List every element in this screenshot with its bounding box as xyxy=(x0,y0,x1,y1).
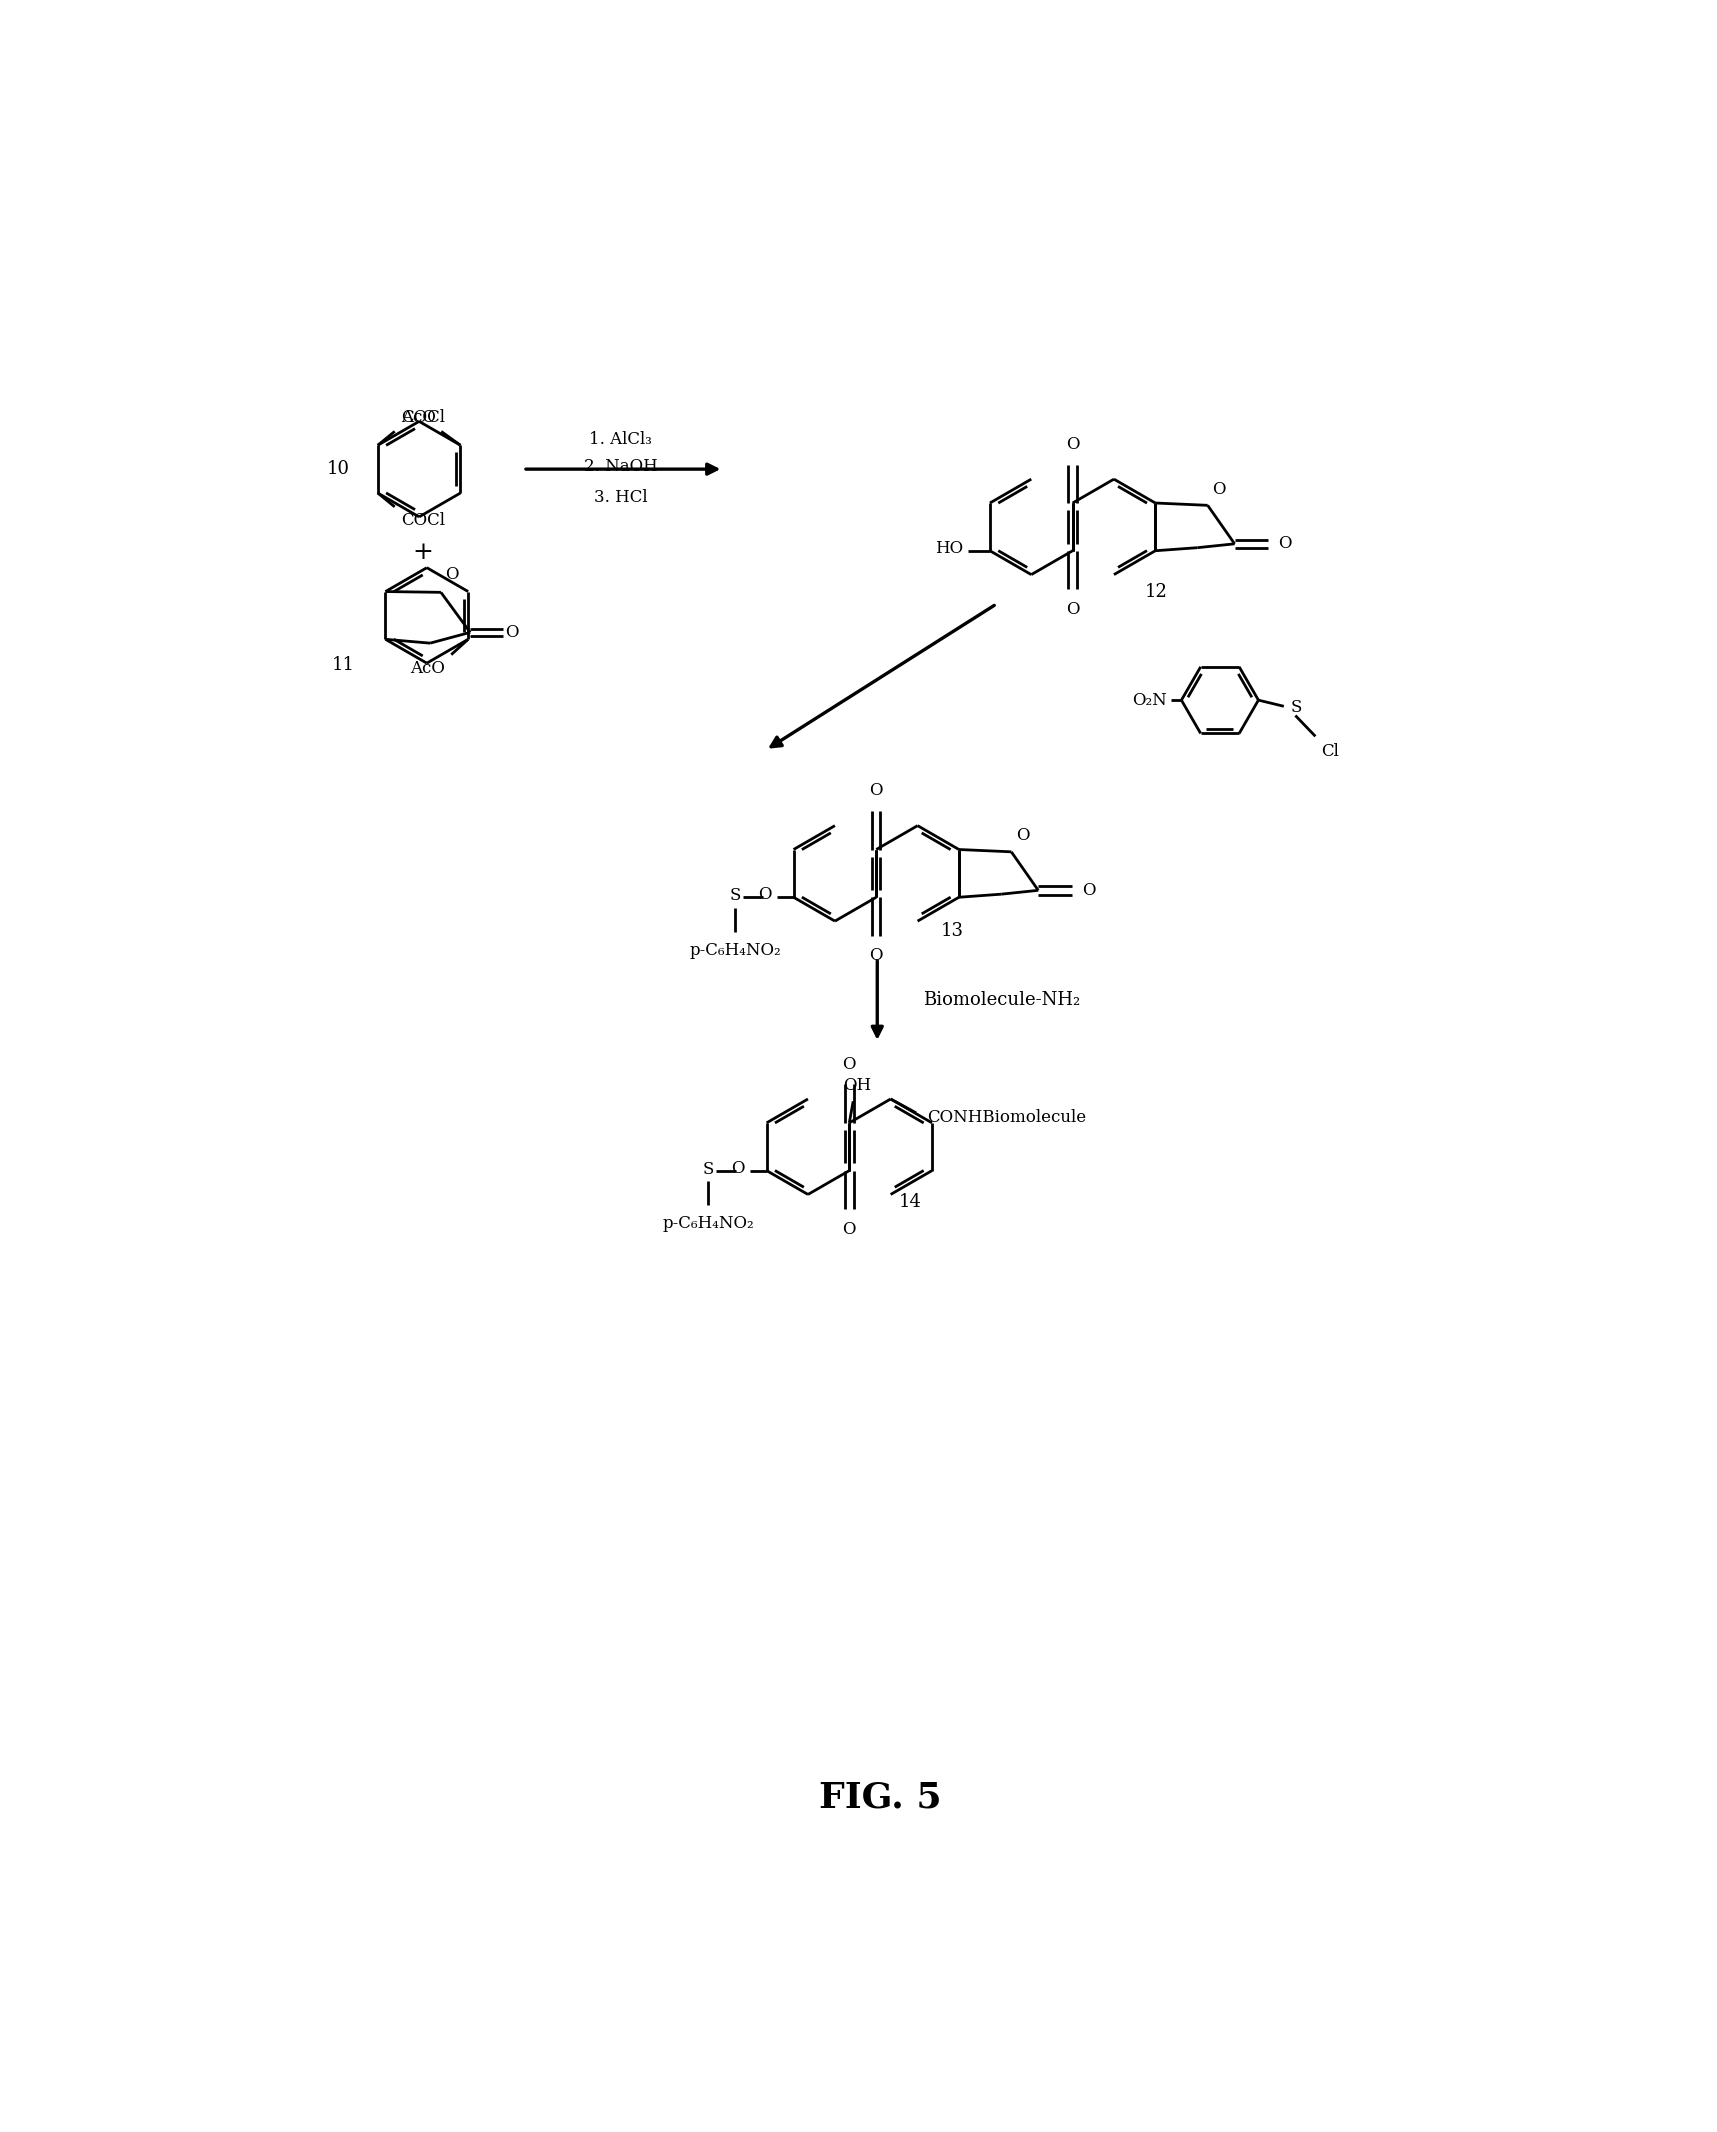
Text: AcO: AcO xyxy=(410,661,445,678)
Text: +: + xyxy=(412,542,433,563)
Text: O: O xyxy=(731,1160,745,1177)
Text: Cl: Cl xyxy=(1322,744,1339,761)
Text: Biomolecule-NH₂: Biomolecule-NH₂ xyxy=(924,991,1080,1008)
Text: 3. HCl: 3. HCl xyxy=(594,488,647,505)
Text: S: S xyxy=(730,887,740,904)
Text: OH: OH xyxy=(843,1077,871,1094)
Text: O: O xyxy=(759,887,773,904)
Text: CONHBiomolecule: CONHBiomolecule xyxy=(927,1109,1085,1126)
Text: 11: 11 xyxy=(331,657,355,674)
Text: AcO: AcO xyxy=(402,409,436,426)
Text: HO: HO xyxy=(934,539,963,556)
Text: COCl: COCl xyxy=(400,409,445,426)
Text: O: O xyxy=(869,947,883,964)
Text: O: O xyxy=(445,567,458,582)
Text: O: O xyxy=(1212,480,1226,497)
Text: 13: 13 xyxy=(941,923,963,940)
Text: O: O xyxy=(869,782,883,800)
Text: O: O xyxy=(505,625,519,642)
Text: COCl: COCl xyxy=(400,512,445,529)
Text: 2. NaOH: 2. NaOH xyxy=(584,458,658,475)
Text: O: O xyxy=(843,1222,857,1239)
Text: O: O xyxy=(1016,827,1030,844)
Text: O: O xyxy=(1066,601,1080,618)
Text: 12: 12 xyxy=(1145,584,1168,601)
Text: O: O xyxy=(1279,535,1291,552)
Text: O: O xyxy=(843,1055,857,1072)
Text: FIG. 5: FIG. 5 xyxy=(819,1780,941,1814)
Text: p-C₆H₄NO₂: p-C₆H₄NO₂ xyxy=(689,942,781,959)
Text: S: S xyxy=(702,1160,714,1177)
Text: S: S xyxy=(1291,699,1301,716)
Text: O: O xyxy=(1082,883,1095,900)
Text: 10: 10 xyxy=(326,461,350,478)
Text: 1. AlCl₃: 1. AlCl₃ xyxy=(589,431,652,448)
Text: O₂N: O₂N xyxy=(1132,691,1168,708)
Text: p-C₆H₄NO₂: p-C₆H₄NO₂ xyxy=(663,1215,754,1232)
Text: 14: 14 xyxy=(898,1194,922,1211)
Text: O: O xyxy=(1066,435,1080,452)
